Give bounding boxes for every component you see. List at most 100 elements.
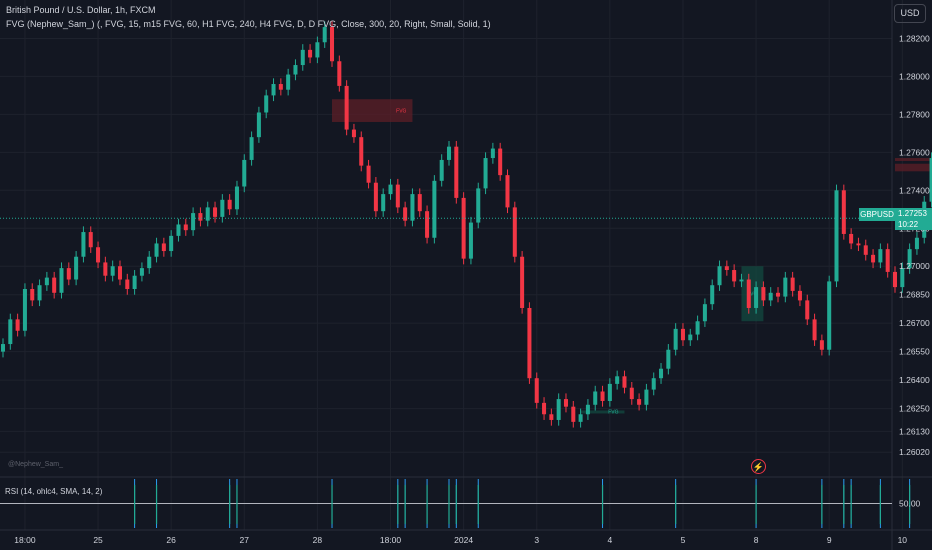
fvg-zone	[332, 99, 413, 122]
price-tick-label: 1.26850	[899, 290, 930, 300]
time-tick-label: 18:00	[380, 535, 402, 545]
candle-body	[549, 414, 554, 420]
candle-body	[278, 84, 283, 90]
candle-body	[776, 292, 781, 297]
lightning-bolt-icon[interactable]: ⚡	[751, 459, 766, 474]
candle-body	[191, 213, 196, 231]
candle-body	[600, 391, 605, 401]
candle-body	[110, 266, 115, 276]
candle-body	[542, 402, 547, 415]
price-tick-label: 1.26250	[899, 404, 930, 414]
candle-body	[834, 190, 839, 282]
candle-body	[381, 194, 386, 212]
candle-body	[878, 249, 883, 263]
candle-body	[571, 406, 576, 422]
candle-body	[512, 207, 517, 257]
candle-body	[819, 340, 824, 350]
candle-body	[563, 399, 568, 407]
currency-button[interactable]: USD	[894, 4, 926, 23]
candle-body	[220, 199, 225, 217]
indicator-title[interactable]: FVG (Nephew_Sam_) (, FVG, 15, m15 FVG, 6…	[6, 19, 491, 29]
candle-body	[900, 268, 905, 288]
candle-body	[483, 158, 488, 189]
candle-body	[96, 247, 101, 263]
candle-body	[330, 27, 335, 62]
candle-body	[622, 376, 627, 388]
time-tick-label: 4	[607, 535, 612, 545]
candle-body	[242, 159, 247, 187]
price-axis[interactable]: 1.28200 1.28000 1.27800 1.27600 1.27400 1.272…	[899, 33, 930, 457]
candle-body	[724, 266, 729, 271]
candle-body	[673, 328, 678, 350]
candle-body	[256, 112, 261, 138]
symbol-title[interactable]: British Pound / U.S. Dollar, 1h, FXCM	[6, 5, 156, 15]
candle-body	[739, 279, 744, 282]
candle-body	[388, 184, 393, 195]
fvg-label: FVG	[747, 292, 757, 298]
candle-body	[856, 243, 861, 246]
candle-body	[351, 129, 356, 138]
last-price-value: 1.27253	[898, 209, 927, 218]
price-tick-label: 1.26400	[899, 375, 930, 385]
candle-body	[615, 376, 620, 384]
author-watermark: @Nephew_Sam_	[8, 461, 63, 468]
candle-body	[841, 190, 846, 234]
candle-body	[666, 349, 671, 369]
candle-body	[827, 281, 832, 350]
candle-body	[315, 42, 320, 58]
candle-body	[213, 207, 218, 217]
time-tick-label: 5	[681, 535, 686, 545]
price-tick-label: 1.26020	[899, 447, 930, 457]
candle-body	[169, 235, 174, 252]
candle-body	[227, 199, 232, 210]
time-tick-label: 27	[240, 535, 250, 545]
candles	[0, 21, 932, 428]
candle-body	[914, 237, 919, 250]
candle-body	[556, 399, 561, 420]
candle-body	[0, 344, 6, 352]
candle-body	[322, 27, 327, 43]
candle-body	[534, 378, 539, 403]
candle-body	[293, 65, 298, 75]
candle-body	[176, 224, 181, 236]
candle-body	[183, 224, 188, 231]
price-tick-label: 1.27800	[899, 109, 930, 119]
candle-body	[286, 74, 291, 90]
candle-body	[461, 197, 466, 259]
time-tick-label: 26	[166, 535, 176, 545]
time-tick-label: 10	[898, 535, 908, 545]
candle-body	[37, 285, 42, 301]
price-tick-label: 1.27600	[899, 147, 930, 157]
candle-body	[271, 84, 276, 96]
candle-body	[125, 279, 130, 289]
candle-body	[644, 389, 649, 405]
price-tick-label: 1.28200	[899, 33, 930, 43]
candle-body	[754, 287, 759, 308]
candle-body	[929, 158, 932, 202]
time-tick-label: 2024	[454, 535, 473, 545]
candle-body	[44, 277, 49, 286]
candle-body	[732, 270, 737, 282]
candle-body	[629, 387, 634, 400]
candle-body	[59, 268, 64, 293]
candle-body	[308, 49, 313, 58]
candle-body	[132, 275, 137, 289]
fvg-zone	[895, 158, 932, 162]
fvg-label: FVG	[608, 409, 618, 415]
candle-body	[783, 277, 788, 297]
rsi-indicator-label[interactable]: RSI (14, ohlc4, SMA, 14, 2)	[5, 487, 103, 496]
candle-body	[761, 287, 766, 301]
time-tick-label: 3	[534, 535, 539, 545]
candle-body	[498, 148, 503, 176]
time-tick-label: 9	[827, 535, 832, 545]
candle-body	[403, 207, 408, 221]
candle-body	[417, 194, 422, 212]
candle-body	[103, 262, 108, 276]
candle-body	[871, 254, 876, 263]
candle-body	[790, 277, 795, 291]
candle-body	[30, 289, 35, 301]
candle-body	[66, 268, 71, 280]
